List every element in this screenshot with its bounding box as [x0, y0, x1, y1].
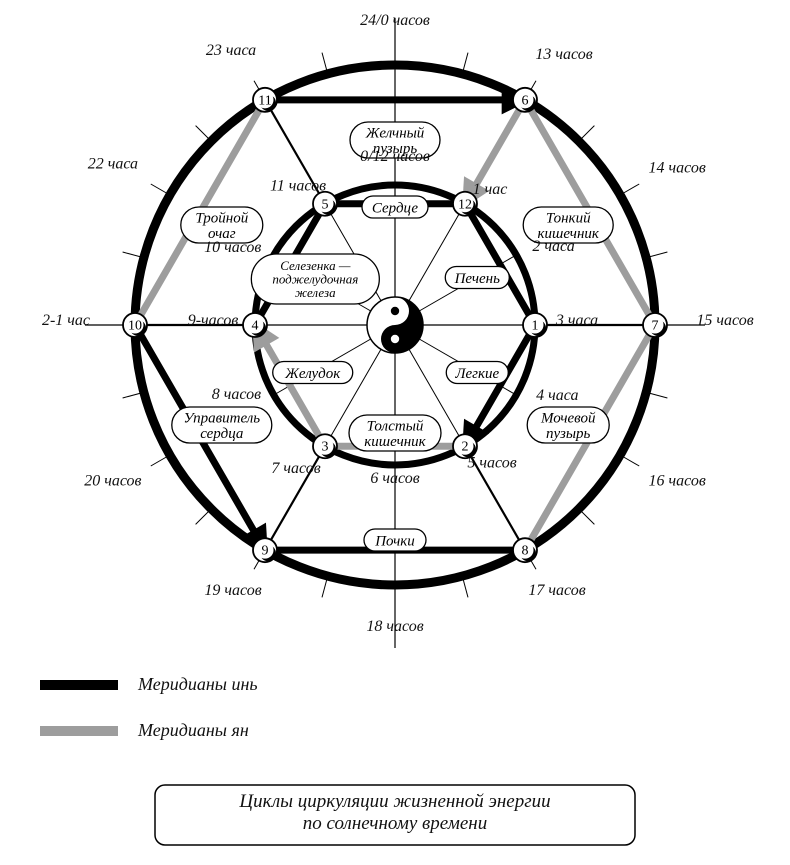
- svg-text:железа: железа: [295, 285, 336, 300]
- hour-label: 20 часов: [84, 473, 141, 490]
- node-6: 6: [513, 88, 537, 112]
- node-7: 7: [643, 313, 667, 337]
- svg-text:Почки: Почки: [374, 533, 415, 549]
- svg-text:6: 6: [522, 93, 529, 108]
- svg-text:9: 9: [262, 544, 269, 559]
- hour-label: 5 часов: [467, 454, 516, 471]
- hour-label: 16 часов: [648, 473, 705, 490]
- meridian-label: Печень: [445, 267, 509, 289]
- hour-label: 11 часов: [270, 178, 326, 195]
- svg-text:12: 12: [458, 197, 472, 212]
- svg-text:Тройной: Тройной: [195, 210, 248, 226]
- svg-text:Толстый: Толстый: [367, 418, 424, 434]
- hour-label: 14 часов: [648, 160, 705, 177]
- hour-label: 7 часов: [271, 460, 320, 477]
- svg-text:11: 11: [258, 93, 271, 108]
- legend-swatch: [40, 680, 118, 690]
- node-5: 5: [313, 192, 337, 216]
- svg-text:2: 2: [462, 440, 469, 455]
- hour-label: 2 часа: [532, 238, 574, 255]
- node-4: 4: [243, 313, 267, 337]
- hour-label: 10 часов: [204, 239, 261, 256]
- node-9: 9: [253, 538, 277, 562]
- svg-text:3: 3: [322, 440, 329, 455]
- svg-text:1: 1: [532, 319, 539, 334]
- legend-label: Меридианы ян: [137, 720, 249, 740]
- meridian-label: Почки: [364, 529, 426, 551]
- hour-label: 23 часа: [206, 42, 256, 59]
- meridian-label: Толстыйкишечник: [349, 415, 441, 451]
- legend-swatch: [40, 726, 118, 736]
- node-1: 1: [523, 313, 547, 337]
- svg-text:кишечник: кишечник: [364, 434, 426, 450]
- svg-text:Желудок: Желудок: [284, 366, 341, 382]
- svg-text:Сердце: Сердце: [372, 200, 419, 216]
- hour-label: 13 часов: [535, 46, 592, 63]
- meridian-label: Мочевойпузырь: [527, 407, 609, 443]
- hour-label: 8 часов: [212, 386, 261, 403]
- svg-text:Желчный: Желчный: [365, 125, 425, 141]
- meridian-label: Желудок: [273, 362, 353, 384]
- hour-label: 1 час: [473, 181, 508, 198]
- hour-label: 9-часов: [188, 312, 239, 329]
- node-3: 3: [313, 434, 337, 458]
- legend-label: Меридианы инь: [137, 674, 258, 694]
- svg-text:Тонкий: Тонкий: [546, 210, 591, 226]
- node-8: 8: [513, 538, 537, 562]
- svg-text:10: 10: [128, 319, 142, 334]
- svg-text:пузырь: пузырь: [546, 426, 590, 442]
- node-11: 11: [253, 88, 277, 112]
- svg-text:Печень: Печень: [454, 271, 501, 287]
- hour-label: 3 часа: [555, 312, 598, 329]
- svg-text:сердца: сердца: [200, 426, 243, 442]
- hour-label: 18 часов: [366, 618, 423, 635]
- hour-label: 15 часов: [696, 312, 753, 329]
- hour-label: 6 часов: [370, 470, 419, 487]
- meridian-label: Легкие: [446, 362, 508, 384]
- meridian-label: Управительсердца: [172, 407, 272, 443]
- svg-text:7: 7: [652, 319, 659, 334]
- svg-text:Мочевой: Мочевой: [540, 410, 596, 426]
- hour-label: 0/12 часов: [360, 148, 430, 165]
- hour-label: 24/0 часов: [360, 12, 430, 29]
- node-10: 10: [123, 313, 147, 337]
- caption-line: по солнечному времени: [303, 813, 487, 834]
- caption-line: Циклы циркуляции жизненной энергии: [238, 791, 550, 812]
- hour-label: 4 часа: [536, 387, 578, 404]
- meridian-label: Тройнойочаг: [181, 207, 263, 243]
- diagram-svg: Желчный пузырь Сердце Тонкий кишечник Печень М…: [0, 0, 790, 865]
- svg-text:4: 4: [252, 319, 259, 334]
- meridian-clock-diagram: Желчный пузырь Сердце Тонкий кишечник Печень М…: [0, 0, 790, 865]
- meridian-label: Селезенка —поджелудочнаяжелеза: [251, 254, 379, 304]
- hour-label: 19 часов: [204, 582, 261, 599]
- node-2: 2: [453, 434, 477, 458]
- svg-text:8: 8: [522, 544, 529, 559]
- svg-text:5: 5: [322, 197, 329, 212]
- hour-label: 2-1 час: [42, 312, 90, 329]
- hour-label: 22 часа: [88, 156, 138, 173]
- hour-label: 17 часов: [528, 582, 585, 599]
- svg-text:Легкие: Легкие: [454, 366, 499, 382]
- node-12: 12: [453, 192, 477, 216]
- meridian-label: Сердце: [362, 196, 428, 218]
- svg-text:Управитель: Управитель: [183, 410, 260, 426]
